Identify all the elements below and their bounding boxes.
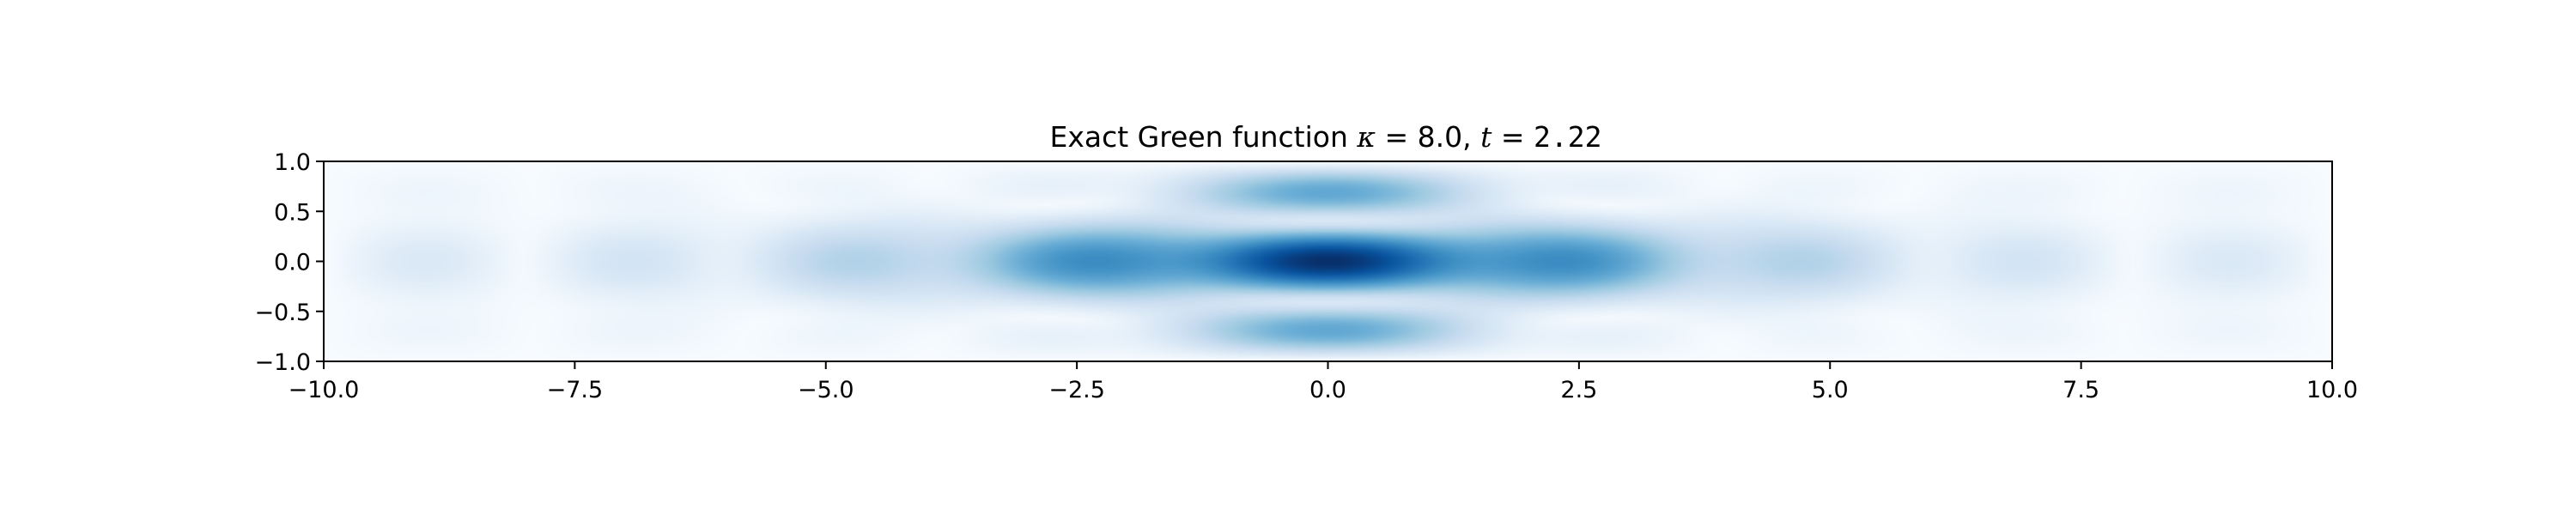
- x-tick-label: −10.0: [289, 377, 360, 403]
- heatmap-image: [324, 161, 2332, 361]
- plot-area: [323, 161, 2333, 362]
- y-tick-label: −0.5: [254, 300, 311, 326]
- y-tick-label: 1.0: [274, 149, 311, 176]
- title-kappa-symbol: κ: [1356, 120, 1376, 154]
- title-t-value: 2.22: [1534, 120, 1601, 154]
- x-tick-label: 2.5: [1560, 377, 1597, 403]
- x-tick-label: −5.0: [798, 377, 854, 403]
- x-tick-label: −7.5: [547, 377, 604, 403]
- title-prefix: Exact Green function: [1049, 120, 1357, 154]
- x-tick-label: 10.0: [2306, 377, 2358, 403]
- title-kappa-eq: = 8.0,: [1376, 120, 1480, 154]
- y-tick-label: 0.0: [274, 250, 311, 276]
- title-t-eq: =: [1492, 120, 1534, 154]
- x-tick-label: 7.5: [2063, 377, 2099, 403]
- x-axis: −10.0 −7.5 −5.0 −2.5 0.0 2.5 5.0 7.5 10.0: [289, 361, 2358, 403]
- x-tick-label: −2.5: [1048, 377, 1105, 403]
- y-tick-label: −1.0: [254, 349, 311, 376]
- chart-title: Exact Green function κ = 8.0, t = 2.22: [1049, 120, 1601, 154]
- x-tick-label: 0.0: [1309, 377, 1346, 403]
- title-t-symbol: t: [1480, 120, 1492, 154]
- y-tick-label: 0.5: [274, 199, 311, 226]
- y-axis: 1.0 0.5 0.0 −0.5 −1.0: [254, 149, 324, 376]
- x-tick-label: 5.0: [1812, 377, 1849, 403]
